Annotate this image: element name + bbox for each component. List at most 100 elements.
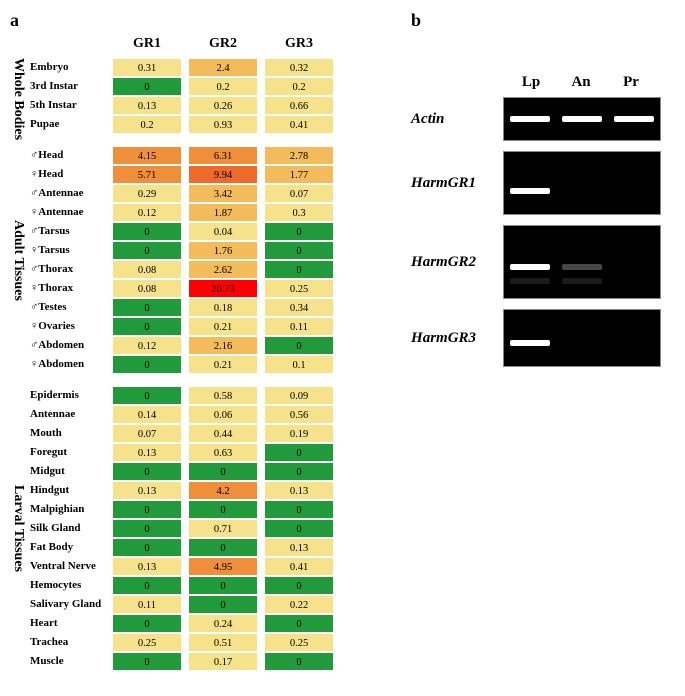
- gel-row-label: HarmGR1: [411, 175, 503, 192]
- row-label: Malpighian: [30, 500, 112, 519]
- heatmap-row: ♀Abdomen00.210.1: [30, 355, 340, 374]
- heatmap-cell: 0.3: [264, 203, 334, 222]
- heatmap-cell: 0: [188, 462, 258, 481]
- gel-band: [562, 278, 602, 284]
- gel-row-label: Actin: [411, 111, 503, 128]
- heatmap-cell: 1.87: [188, 203, 258, 222]
- row-label: ♂Tarsus: [30, 222, 112, 241]
- heatmap-cell: 0.32: [264, 58, 334, 77]
- row-label: ♂Abdomen: [30, 336, 112, 355]
- gel-column-headers: LpAnPr: [506, 74, 675, 91]
- gel-lane: [556, 152, 608, 214]
- gel-row: HarmGR2: [411, 225, 675, 299]
- gel-band: [510, 278, 550, 284]
- gel-lane: [504, 98, 556, 140]
- row-label: ♂Testes: [30, 298, 112, 317]
- heatmap-cell: 5.71: [112, 165, 182, 184]
- section-vertical-label: Whole Bodies: [10, 58, 26, 134]
- row-label: Heart: [30, 614, 112, 633]
- heatmap-row: Antennae0.140.060.56: [30, 405, 340, 424]
- heatmap-cell: 0.17: [188, 652, 258, 671]
- heatmap-row: Malpighian000: [30, 500, 340, 519]
- heatmap-section: Adult Tissues♂Head4.156.312.78♀Head5.719…: [10, 146, 401, 374]
- heatmap-cell: 4.2: [188, 481, 258, 500]
- row-label: Fat Body: [30, 538, 112, 557]
- heatmap-row: ♂Abdomen0.122.160: [30, 336, 340, 355]
- heatmap-cell: 0: [112, 576, 182, 595]
- heatmap-row: ♂Antennae0.293.420.07: [30, 184, 340, 203]
- heatmap-row: Trachea0.250.510.25: [30, 633, 340, 652]
- heatmap-cell: 0.19: [264, 424, 334, 443]
- column-headers: GR1GR2GR3: [112, 36, 401, 52]
- heatmap-cell: 0: [112, 462, 182, 481]
- gel-lane: [504, 152, 556, 214]
- heatmap-cell: 0: [188, 576, 258, 595]
- row-label: ♀Antennae: [30, 203, 112, 222]
- panel-a-label: a: [10, 10, 401, 31]
- heatmap-cell: 0.08: [112, 260, 182, 279]
- heatmap-cell: 0.13: [264, 538, 334, 557]
- column-header: GR2: [188, 36, 258, 52]
- row-label: Midgut: [30, 462, 112, 481]
- heatmap-cell: 0.34: [264, 298, 334, 317]
- heatmap-cell: 0.58: [188, 386, 258, 405]
- panel-b-label: b: [411, 10, 675, 31]
- gel-column-header: Lp: [506, 74, 556, 91]
- panel-b: b LpAnPr Actin HarmGR1 HarmGR2 HarmGR3: [411, 10, 675, 377]
- row-label: ♀Ovaries: [30, 317, 112, 336]
- heatmap-cell: 0.31: [112, 58, 182, 77]
- heatmap-cell: 0.21: [188, 317, 258, 336]
- heatmap-cell: 0: [264, 519, 334, 538]
- row-label: Mouth: [30, 424, 112, 443]
- heatmap-cell: 0: [112, 386, 182, 405]
- gel-column-header: An: [556, 74, 606, 91]
- heatmap-cell: 0: [264, 260, 334, 279]
- heatmap-cell: 0.2: [264, 77, 334, 96]
- row-label: 5th Instar: [30, 96, 112, 115]
- heatmap-cell: 0.25: [264, 633, 334, 652]
- row-label: ♂Antennae: [30, 184, 112, 203]
- heatmap-row: Silk Gland00.710: [30, 519, 340, 538]
- heatmap-cell: 0.13: [112, 481, 182, 500]
- heatmap-cell: 0.66: [264, 96, 334, 115]
- heatmap-cell: 0: [188, 595, 258, 614]
- heatmap-cell: 0.56: [264, 405, 334, 424]
- row-label: Muscle: [30, 652, 112, 671]
- heatmap-row: ♀Tarsus01.760: [30, 241, 340, 260]
- row-label: Hindgut: [30, 481, 112, 500]
- heatmap-cell: 0: [112, 77, 182, 96]
- heatmap-cell: 0: [112, 652, 182, 671]
- gel-lane: [556, 310, 608, 366]
- gel-row: HarmGR1: [411, 151, 675, 215]
- heatmap-cell: 0.18: [188, 298, 258, 317]
- heatmap-cell: 0: [188, 538, 258, 557]
- row-label: ♀Tarsus: [30, 241, 112, 260]
- gel-image: [503, 309, 661, 367]
- heatmap-cell: 0.2: [112, 115, 182, 134]
- heatmap-cell: 0.93: [188, 115, 258, 134]
- gel-row: Actin: [411, 97, 675, 141]
- heatmap-row: ♀Antennae0.12 1.87 0.3: [30, 203, 340, 222]
- gel-lane: [504, 226, 556, 298]
- heatmap-row: 3rd Instar00.20.2: [30, 77, 340, 96]
- heatmap-row: ♂Thorax0.082.620: [30, 260, 340, 279]
- heatmap-cell: 0.07: [264, 184, 334, 203]
- heatmap-row: Salivary Gland0.1100.22: [30, 595, 340, 614]
- heatmap-cell: 0.12: [112, 203, 182, 222]
- heatmap-cell: 3.42: [188, 184, 258, 203]
- heatmap-cell: 0: [112, 298, 182, 317]
- heatmap-cell: 4.15: [112, 146, 182, 165]
- heatmap-section: Whole BodiesEmbryo0.312.40.323rd Instar0…: [10, 58, 401, 134]
- heatmap-cell: 0.07: [112, 424, 182, 443]
- heatmap-cell: 0: [112, 222, 182, 241]
- gel-row-label: HarmGR3: [411, 330, 503, 347]
- heatmap-cell: 0: [264, 462, 334, 481]
- row-label: ♂Head: [30, 146, 112, 165]
- heatmap-cell: 0: [112, 500, 182, 519]
- heatmap-row: Hemocytes000: [30, 576, 340, 595]
- gel-band: [510, 188, 550, 194]
- gel-lane: [608, 310, 660, 366]
- heatmap-cell: 4.95: [188, 557, 258, 576]
- row-label: Trachea: [30, 633, 112, 652]
- heatmap-row: Epidermis00.580.09: [30, 386, 340, 405]
